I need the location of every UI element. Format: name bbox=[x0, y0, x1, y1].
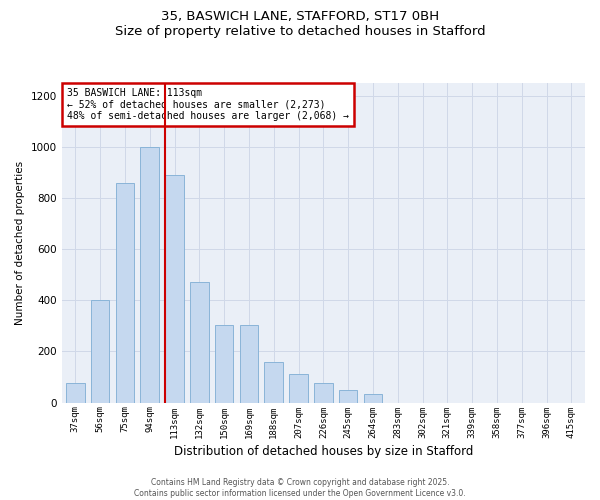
Bar bbox=[140, 147, 159, 403]
X-axis label: Distribution of detached houses by size in Stafford: Distribution of detached houses by size … bbox=[173, 444, 473, 458]
Text: Contains HM Land Registry data © Crown copyright and database right 2025.
Contai: Contains HM Land Registry data © Crown c… bbox=[134, 478, 466, 498]
Bar bbox=[265, 362, 283, 403]
Bar bbox=[289, 374, 308, 402]
Bar bbox=[91, 300, 109, 402]
Text: 35 BASWICH LANE: 113sqm
← 52% of detached houses are smaller (2,273)
48% of semi: 35 BASWICH LANE: 113sqm ← 52% of detache… bbox=[67, 88, 349, 121]
Text: 35, BASWICH LANE, STAFFORD, ST17 0BH
Size of property relative to detached house: 35, BASWICH LANE, STAFFORD, ST17 0BH Siz… bbox=[115, 10, 485, 38]
Bar bbox=[215, 324, 233, 402]
Bar bbox=[314, 384, 332, 402]
Y-axis label: Number of detached properties: Number of detached properties bbox=[15, 160, 25, 325]
Bar bbox=[239, 324, 258, 402]
Bar bbox=[165, 175, 184, 402]
Bar bbox=[66, 384, 85, 402]
Bar bbox=[364, 394, 382, 402]
Bar bbox=[339, 390, 358, 402]
Bar bbox=[116, 182, 134, 402]
Bar bbox=[190, 282, 209, 403]
